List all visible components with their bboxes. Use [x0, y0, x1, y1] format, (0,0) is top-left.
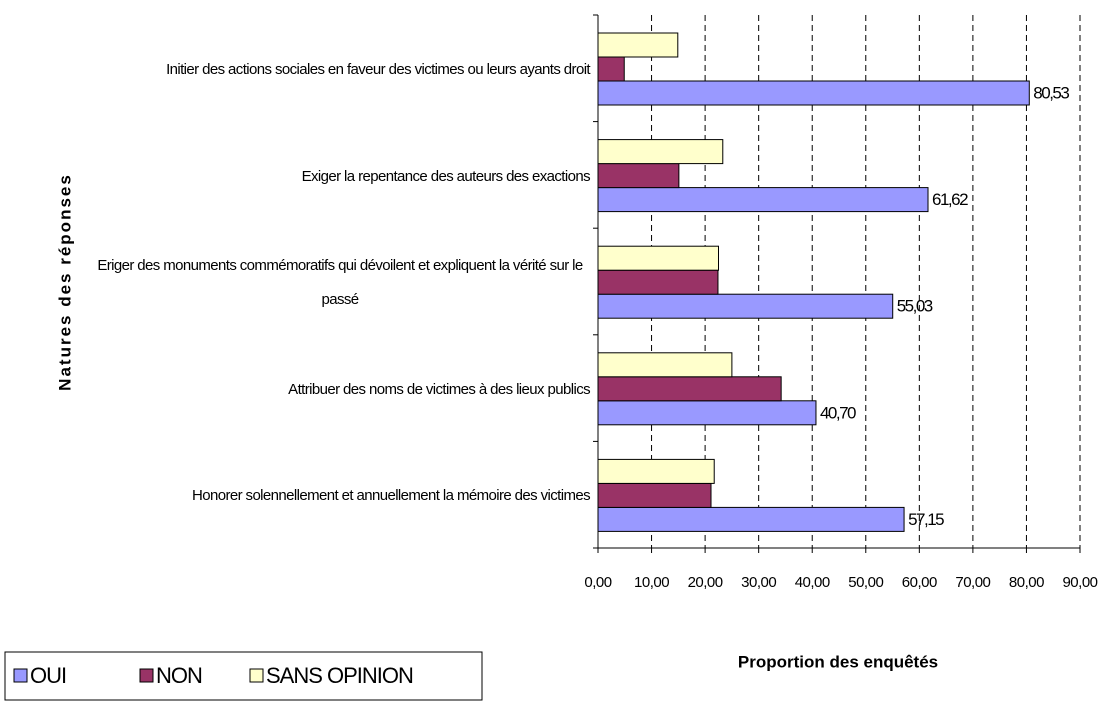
value-label: 55,03	[897, 297, 933, 316]
legend-box	[4, 651, 483, 701]
y-axis-title: Natures des réponses	[55, 173, 74, 391]
y-tick-label: Eriger des monuments commémoratifs qui d…	[97, 257, 583, 309]
x-tick-label: 70,00	[955, 574, 990, 591]
x-tick-label: 50,00	[848, 574, 883, 591]
x-tick-label: 0,00	[584, 574, 611, 591]
y-tick-label: Attribuer des noms de victimes à des lie…	[288, 380, 590, 398]
bar	[597, 352, 733, 378]
bar	[597, 482, 712, 508]
x-tick-label: 10,00	[634, 574, 669, 591]
bar	[597, 163, 680, 189]
x-tick-label: 90,00	[1062, 574, 1097, 591]
bar	[597, 269, 719, 295]
legend-swatch	[13, 668, 28, 683]
x-tick-label: 80,00	[1009, 574, 1044, 591]
bar	[597, 56, 625, 82]
legend-swatch	[249, 668, 264, 683]
category-label-box: Honorer solennellement et annuellement l…	[60, 479, 591, 513]
bar	[597, 293, 894, 319]
bar	[597, 245, 719, 271]
bar	[597, 400, 817, 426]
bar	[597, 458, 715, 484]
value-label: 57,15	[908, 510, 944, 529]
bar	[597, 32, 679, 58]
bar	[597, 80, 1030, 106]
legend-label: OUI	[30, 663, 66, 688]
value-label: 80,53	[1033, 83, 1069, 102]
legend-label: SANS OPINION	[266, 663, 413, 688]
category-label-box: Initier des actions sociales en faveur d…	[60, 53, 591, 87]
x-tick-label: 60,00	[902, 574, 937, 591]
legend-swatch	[139, 668, 154, 683]
value-label: 40,70	[820, 403, 856, 422]
y-tick-label: Initier des actions sociales en faveur d…	[166, 61, 591, 78]
x-axis-title: Proportion des enquêtés	[738, 652, 938, 671]
bar	[597, 506, 905, 532]
category-label-box: Attribuer des noms de victimes à des lie…	[60, 373, 590, 407]
x-tick-label: 40,00	[795, 574, 830, 591]
category-label-box: Eriger des monuments commémoratifs qui d…	[60, 249, 590, 317]
bar	[597, 139, 724, 165]
x-tick-label: 30,00	[741, 574, 776, 591]
x-tick-label: 20,00	[688, 574, 723, 591]
bar	[597, 187, 929, 213]
bar	[597, 376, 782, 402]
y-tick-label: Honorer solennellement et annuellement l…	[191, 487, 591, 505]
category-label-box: Exiger la repentance des auteurs des exa…	[60, 160, 591, 194]
y-tick-label: Exiger la repentance des auteurs des exa…	[301, 167, 591, 185]
value-label: 61,62	[932, 190, 968, 209]
legend-label: NON	[156, 663, 202, 688]
